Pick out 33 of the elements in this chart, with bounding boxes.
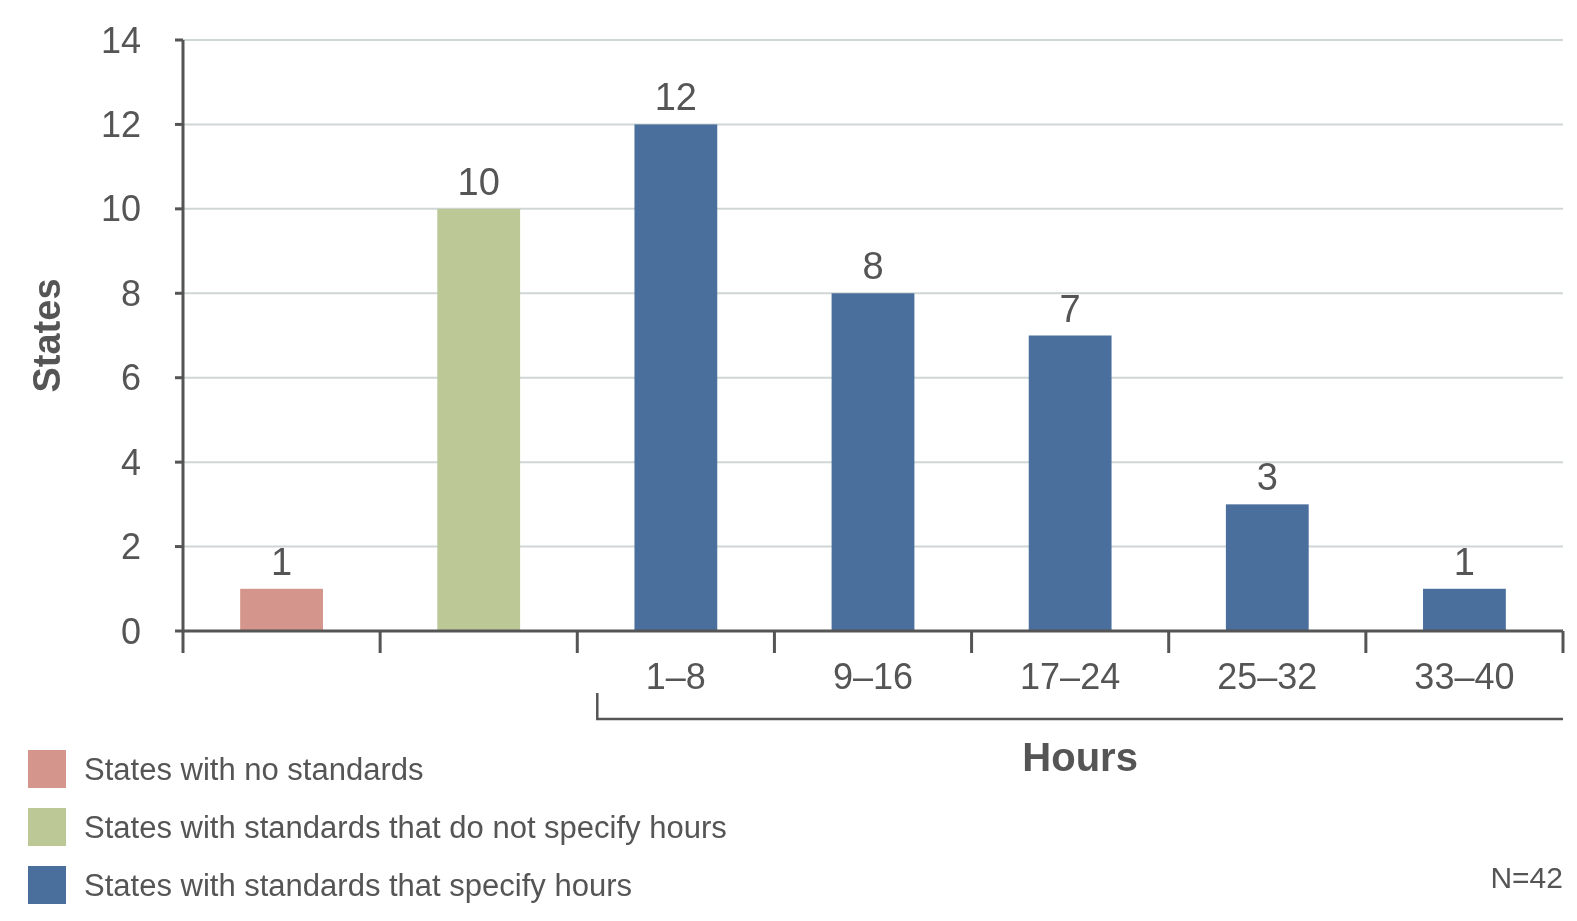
y-tick-label: 10 — [100, 188, 141, 230]
y-tick-label: 12 — [100, 104, 141, 146]
y-tick-label: 4 — [120, 441, 141, 483]
y-tick-label: 14 — [100, 19, 141, 61]
x-tick-label: 25–32 — [1217, 656, 1318, 697]
bar — [1028, 335, 1112, 631]
legend-label: States with standards that do not specify hours — [84, 809, 727, 845]
x-axis-title: Hours — [1022, 735, 1138, 779]
y-axis-title: States — [26, 278, 68, 393]
x-tick-label: 9–16 — [832, 656, 914, 697]
y-tick-label: 8 — [120, 272, 141, 314]
legend-label: States with standards that specify hours — [84, 867, 632, 903]
data-label: 1 — [1453, 540, 1475, 583]
x-tick-label: 1–8 — [645, 656, 706, 697]
data-label: 7 — [1059, 287, 1081, 330]
bar — [240, 588, 323, 631]
data-label: 3 — [1256, 456, 1278, 499]
bar — [1423, 588, 1506, 631]
legend-label: States with no standards — [84, 751, 424, 787]
bar — [634, 124, 718, 631]
x-tick-label: 33–40 — [1414, 656, 1515, 697]
x-tick-label: 17–24 — [1020, 656, 1121, 697]
text: N=42 — [1490, 861, 1563, 894]
bar — [437, 208, 521, 631]
y-tick-label: 2 — [120, 526, 141, 568]
data-label: 1 — [271, 540, 293, 583]
bar — [1225, 504, 1309, 631]
data-label: 8 — [862, 245, 884, 288]
data-label: 12 — [654, 76, 697, 119]
bar — [831, 293, 915, 631]
y-tick-label: 0 — [120, 610, 141, 652]
y-tick-label: 6 — [120, 357, 141, 399]
data-label: 10 — [457, 160, 500, 203]
